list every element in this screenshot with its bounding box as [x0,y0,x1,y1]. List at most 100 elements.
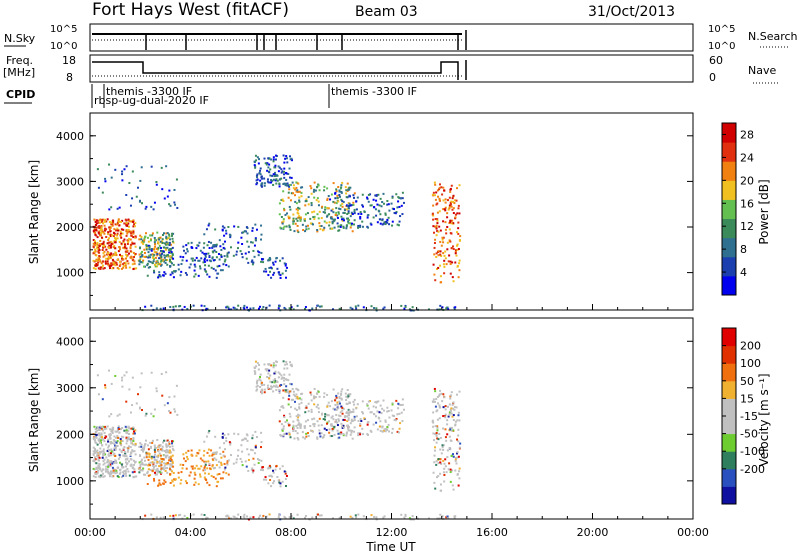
power-cell [303,219,306,222]
velocity-cell [346,388,349,391]
velocity-cell [439,458,442,461]
velocity-cell [295,408,298,411]
power-cell [432,214,435,217]
power-cell [159,254,162,257]
velocity-cell [120,444,123,447]
velocity-cell [295,387,298,390]
velocity-cell [200,513,203,516]
velocity-cell [273,372,276,375]
velocity-cell [177,476,180,479]
velocity-cell [289,406,292,409]
velocity-cell [442,427,445,430]
velocity-cell [284,420,287,423]
velocity-cell [433,454,436,457]
velocity-cell [340,397,343,400]
velocity-cell [181,467,184,470]
velocity-cell [259,375,262,378]
power-cell [454,199,457,202]
power-cell [235,308,238,311]
velocity-cell [332,388,335,391]
power-cell [298,215,301,218]
velocity-cell [370,411,373,414]
velocity-cell [344,392,347,395]
velocity-cell [449,471,452,474]
velocity-cell [288,394,291,397]
power-cell [339,204,342,207]
power-cell [294,200,297,203]
velocity-cell [159,468,162,471]
power-cell [95,243,98,246]
velocity-cell [339,415,342,418]
velocity-cell [285,360,288,363]
velocity-cell [326,393,329,396]
velocity-cell [318,514,321,517]
velocity-cell [305,405,308,408]
power-cell [102,240,105,243]
velocity-cell [179,513,182,516]
power-cell [165,248,168,251]
velocity-cell [112,428,115,431]
velocity-cell [131,467,134,470]
velocity-cell [159,448,162,451]
velocity-cell [98,459,101,462]
power-cell [161,188,164,191]
velocity-cell [289,436,292,439]
power-cell [166,195,169,198]
velocity-cell [256,458,259,461]
power-cell [138,263,141,266]
power-cell [342,211,345,214]
power-cell [121,219,124,222]
power-cell [232,306,235,309]
velocity-cell [144,414,147,417]
velocity-cell [323,434,326,437]
velocity-cell [435,441,438,444]
colorbar-segment [722,486,736,505]
power-cell [134,252,137,255]
power-cell [128,182,131,185]
power-cell [331,208,334,211]
velocity-cell [163,479,166,482]
power-panel-frame [89,112,694,311]
power-cell [111,267,114,270]
power-cell [307,203,310,206]
velocity-cell [288,392,291,395]
power-cell [256,156,259,159]
velocity-cell [262,478,265,481]
power-cell [165,235,168,238]
power-cell [376,221,379,224]
velocity-cell [99,441,102,444]
velocity-cell [221,477,224,480]
velocity-cell [197,467,200,470]
velocity-cell [274,385,277,388]
velocity-cell [130,439,133,442]
power-cell [440,254,443,257]
power-cell [104,180,107,183]
power-cell [163,271,166,274]
velocity-cell [129,411,132,414]
power-cell [104,219,107,222]
power-cell [454,306,457,309]
power-cell [287,191,290,194]
velocity-cell [367,433,370,436]
power-cell [270,276,273,279]
power-cell [105,236,108,239]
velocity-cell [287,398,290,401]
power-cell [256,178,259,181]
velocity-cell [160,462,163,465]
power-cell [109,235,112,238]
power-cell [141,253,144,256]
y-tick-label: 2000 [56,428,84,441]
velocity-cell [103,458,106,461]
power-cell [375,307,378,310]
velocity-cell [108,415,111,418]
power-cell [103,232,106,235]
velocity-cell [268,513,271,516]
power-cell [96,241,99,244]
velocity-cell [101,398,104,401]
velocity-cell [172,471,175,474]
velocity-cell [296,513,299,516]
velocity-cell [225,515,228,518]
velocity-cell [203,440,206,443]
velocity-cell [434,405,437,408]
velocity-cell [351,516,354,519]
